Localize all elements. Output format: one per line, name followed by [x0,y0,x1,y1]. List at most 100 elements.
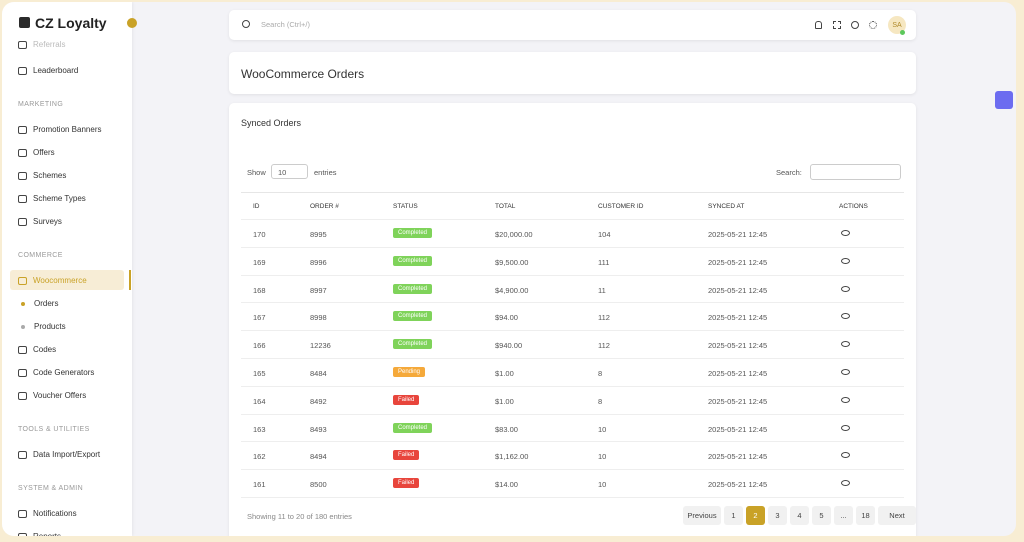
page-button[interactable]: 18 [856,506,875,525]
nav-item[interactable]: Data Import/Export [18,450,100,459]
orders-card: Synced Orders Show 10 entries Search: ID ORDER… [229,103,916,536]
page-title: WooCommerce Orders [241,67,365,81]
table-cell: 2025-05-21 12:45 [708,230,768,239]
table-cell: $83.00 [495,424,518,434]
notifications-icon[interactable] [815,21,822,29]
nav-label: Orders [34,299,59,308]
view-action[interactable] [841,424,850,431]
nav-item[interactable]: Woocommerce [18,276,87,285]
view-action[interactable] [841,230,850,236]
nav-label: Surveys [33,217,62,226]
column-header: ID [253,203,260,210]
nav-icon [18,148,27,157]
section-title: COMMERCE [18,252,63,259]
table-cell: 2025-05-21 12:45 [708,341,768,351]
status-badge: Completed [393,283,433,294]
table-cell: 165 [253,369,266,378]
apps-icon[interactable] [833,21,841,29]
table-cell: 2025-05-21 12:45 [708,452,768,462]
table-cell: 8 [598,396,603,406]
nav-item[interactable]: Orders [18,299,58,308]
table-cell: 170 [253,230,266,239]
nav-item[interactable]: Leaderboard [18,66,78,75]
table-cell: $940.00 [495,341,523,351]
nav-label: Woocommerce [33,276,87,285]
status-badge: Failed [393,394,420,405]
view-action[interactable] [841,369,850,375]
table-cell: 8998 [310,313,327,323]
page-button[interactable]: Next [878,506,916,525]
table-cell: 112 [598,341,610,351]
search-input[interactable]: Search (Ctrl+/) [261,20,310,29]
search-icon [242,20,250,28]
table-cell: 10 [598,452,607,462]
table-line [241,497,904,498]
nav-item[interactable]: Codes [18,345,56,354]
nav-label: Promotion Banners [33,125,102,134]
page-button[interactable]: 1 [724,506,743,525]
nav-item[interactable]: Scheme Types [18,194,86,203]
row-line [241,358,904,359]
view-action[interactable] [841,396,850,403]
nav-item[interactable]: Offers [18,148,55,157]
nav-label: Notifications [33,509,77,518]
search-box[interactable] [810,164,901,180]
view-action[interactable] [841,452,850,459]
table-cell: 8996 [310,257,327,267]
nav-item[interactable]: Products [18,322,66,331]
page-button[interactable]: 2 [746,506,765,525]
view-action[interactable] [841,341,850,348]
nav-item[interactable]: Voucher Offers [18,391,86,400]
nav-icon [18,276,27,285]
row-line [241,441,904,443]
customizer-button[interactable] [995,91,1013,109]
nav-label: Reports [33,532,61,536]
nav-item[interactable]: Notifications [18,509,77,518]
nav-icon [18,450,27,459]
table-cell: $4,900.00 [495,285,529,295]
table-cell: 2025-05-21 12:45 [708,480,768,490]
nav-label: Codes [33,345,57,354]
page-header: WooCommerce Orders [229,52,916,94]
nav-item[interactable]: Code Generators [18,368,94,377]
settings-icon[interactable] [851,21,859,29]
table-cell: 8494 [310,452,327,462]
nav-label: Data Import/Export [33,450,101,459]
page-button[interactable]: 3 [768,506,787,525]
view-action[interactable] [841,285,850,292]
table-cell: 112 [598,313,610,323]
nav-active-bg [10,270,124,290]
column-header: ORDER # [310,203,339,210]
table-cell: 168 [253,285,266,295]
view-action[interactable] [841,480,850,487]
page-size-select[interactable]: 10 [271,164,308,179]
table-cell: 11 [598,285,606,295]
table-cell: 2025-05-21 12:45 [708,424,768,434]
status-badge: Completed [393,339,433,350]
nav-item[interactable]: Reports [18,532,61,536]
nav-item[interactable]: Schemes [18,171,66,180]
collapse-button[interactable] [127,18,137,28]
page-button[interactable]: ... [834,506,853,525]
page-button[interactable]: 4 [790,506,809,525]
page-button[interactable]: 5 [812,506,831,525]
table-cell: 2025-05-21 12:45 [708,396,768,406]
table-cell: 164 [253,396,266,406]
nav-label: Products [34,322,66,331]
view-action[interactable] [841,257,850,264]
table-cell: 169 [253,257,266,267]
nav-item[interactable]: Referrals [18,40,65,49]
page-button[interactable]: Previous [683,506,721,525]
table-cell: 2025-05-21 12:45 [708,313,768,323]
nav-icon [18,532,27,536]
table-cell: 2025-05-21 12:45 [708,285,768,295]
nav-item[interactable]: Promotion Banners [18,125,101,134]
theme-icon[interactable] [869,21,877,29]
avatar[interactable]: SA [888,16,906,34]
nav-item[interactable]: Surveys [18,217,62,226]
section-title: TOOLS & UTILITIES [18,426,90,433]
table-cell: 8500 [310,480,327,490]
row-line [241,246,904,248]
view-action[interactable] [841,313,850,320]
nav-bullet [21,324,25,329]
